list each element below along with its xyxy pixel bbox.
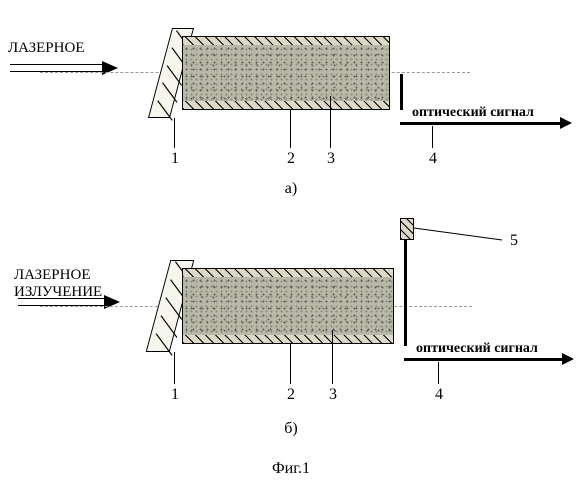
tube-wall-bottom-b bbox=[183, 335, 393, 343]
tube-core bbox=[183, 45, 389, 101]
ref-num-5: 5 bbox=[510, 232, 518, 250]
leader-line bbox=[330, 96, 331, 148]
ref-num: 1 bbox=[171, 386, 179, 404]
fiber-out-b bbox=[404, 358, 562, 361]
fiber-vert-a bbox=[400, 74, 403, 110]
sublabel-b: б) bbox=[0, 420, 582, 438]
laser-label-a: ЛАЗЕРНОЕ bbox=[8, 40, 84, 57]
leader-line bbox=[174, 118, 175, 148]
ref-num: 2 bbox=[287, 150, 295, 168]
tube-wall-top bbox=[183, 37, 389, 45]
fiber-out-a bbox=[400, 122, 560, 125]
tube-a bbox=[182, 36, 390, 110]
tube-core-b bbox=[183, 277, 393, 335]
ref-num: 3 bbox=[329, 386, 337, 404]
laser-label-b: ЛАЗЕРНОЕИЗЛУЧЕНИЕ bbox=[14, 267, 102, 300]
leader-line bbox=[290, 110, 291, 148]
ref-num: 4 bbox=[435, 386, 443, 404]
optical-signal-label-a: оптический сигнал bbox=[412, 105, 534, 121]
leader-line bbox=[438, 362, 439, 384]
leader-line bbox=[290, 344, 291, 384]
sublabel-a: а) bbox=[0, 180, 582, 198]
leader-line bbox=[332, 330, 333, 384]
optical-signal-label-b: оптический сигнал bbox=[416, 341, 538, 357]
ref-num: 2 bbox=[287, 386, 295, 404]
tube-b bbox=[182, 268, 394, 344]
fiber-vert-b bbox=[404, 240, 407, 346]
tube-wall-bottom bbox=[183, 101, 389, 109]
photodetector bbox=[400, 218, 414, 240]
ref-num: 3 bbox=[327, 150, 335, 168]
figure-caption: Фиг.1 bbox=[0, 460, 582, 478]
ref-num: 4 bbox=[429, 150, 437, 168]
ref-num: 1 bbox=[171, 150, 179, 168]
leader-line bbox=[432, 126, 433, 148]
tube-wall-top-b bbox=[183, 269, 393, 277]
leader-line bbox=[174, 352, 175, 384]
